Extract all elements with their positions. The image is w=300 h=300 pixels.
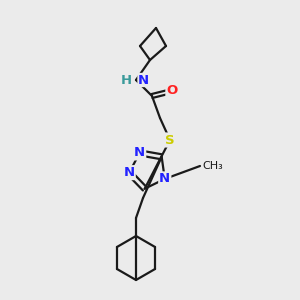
Text: S: S [165, 134, 175, 146]
Text: N: N [138, 74, 149, 86]
Text: N: N [124, 166, 135, 179]
Text: N: N [159, 172, 170, 185]
Text: H: H [121, 74, 132, 86]
Text: CH₃: CH₃ [202, 161, 223, 171]
Text: O: O [167, 85, 178, 98]
Text: N: N [134, 146, 145, 159]
